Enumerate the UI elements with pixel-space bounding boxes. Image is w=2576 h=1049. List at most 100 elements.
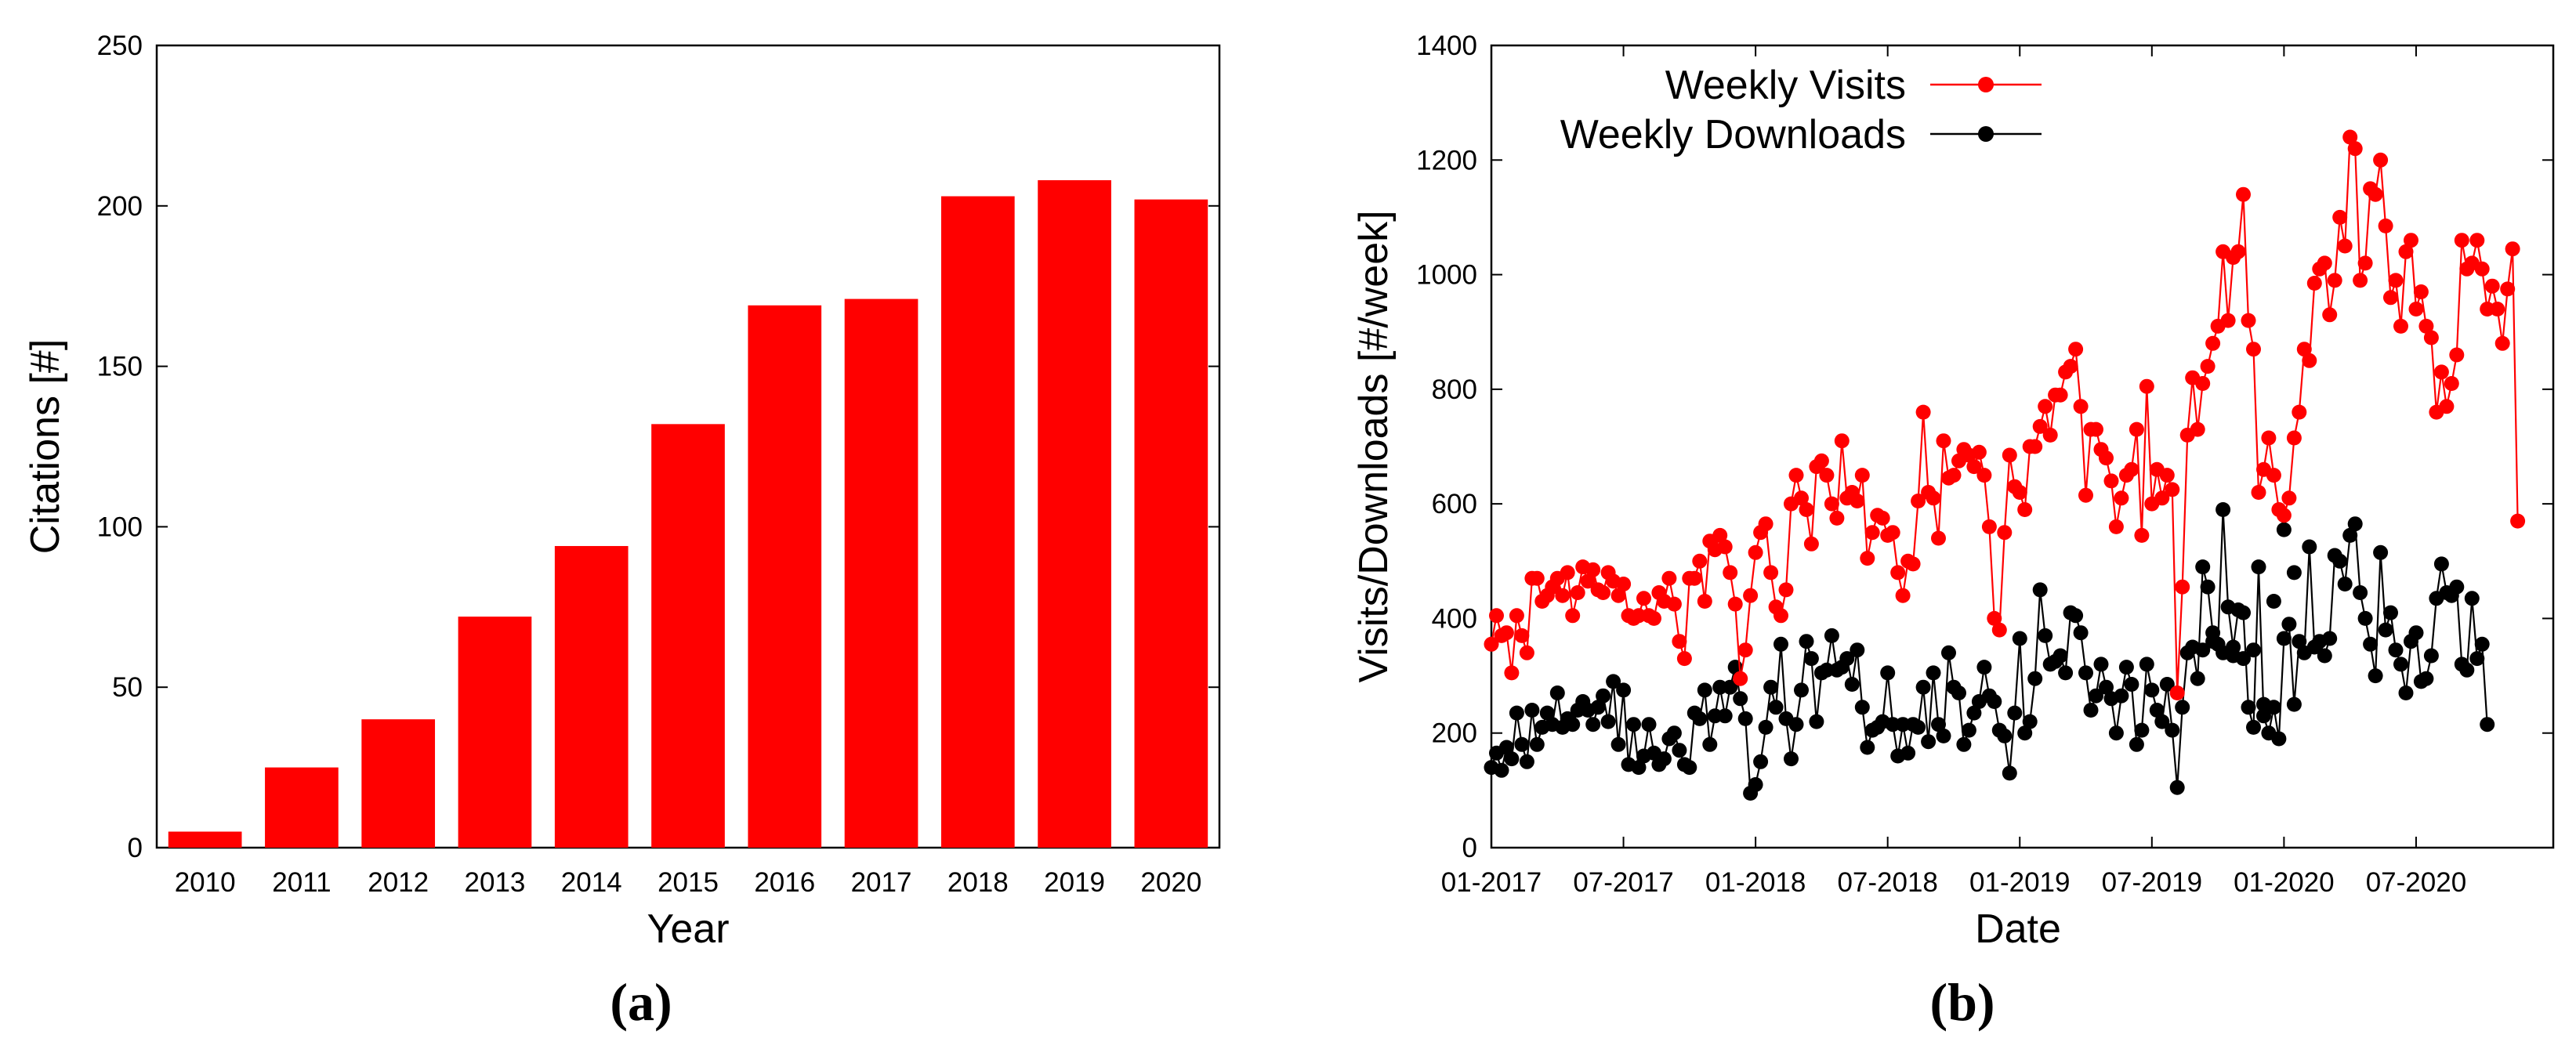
point-weekly-visits [2230, 244, 2246, 259]
point-weekly-visits [1697, 594, 1712, 609]
point-weekly-visits [2089, 421, 2103, 437]
point-weekly-visits [1616, 577, 1632, 591]
point-weekly-downloads [2383, 605, 2398, 620]
point-weekly-visits [2017, 502, 2033, 517]
point-weekly-visits [1931, 530, 1946, 546]
point-weekly-downloads [2118, 660, 2134, 675]
point-weekly-downloads [1504, 751, 1520, 767]
point-weekly-downloads-extra [2236, 651, 2251, 667]
point-weekly-downloads [1539, 705, 1555, 721]
point-weekly-downloads [1854, 700, 1870, 715]
point-weekly-downloads [2347, 516, 2363, 532]
point-weekly-visits [1799, 502, 1814, 517]
point-weekly-visits [1981, 519, 1997, 534]
chart-a-bars [168, 180, 1208, 848]
point-weekly-downloads [1768, 700, 1784, 715]
point-weekly-visits [2200, 359, 2216, 374]
chart-b-ytick-label: 0 [1462, 833, 1477, 863]
point-weekly-downloads [1773, 636, 1788, 652]
point-weekly-downloads [1702, 736, 1718, 752]
point-weekly-downloads [2175, 700, 2190, 715]
point-weekly-visits [2423, 330, 2439, 345]
point-weekly-downloads [2027, 671, 2043, 686]
point-weekly-downloads [1936, 728, 1951, 743]
point-weekly-visits [1570, 585, 1585, 600]
point-weekly-downloads [1997, 728, 2013, 743]
point-weekly-visits [1610, 588, 1626, 603]
point-weekly-visits [2073, 399, 2089, 414]
point-weekly-visits [2454, 233, 2469, 248]
point-weekly-downloads [2459, 662, 2475, 678]
point-weekly-downloads [1697, 682, 1712, 698]
citations-bar-chart: 0 50 100 150 200 250 2010 2011 2012 2013 2014 2015… [23, 31, 1221, 1032]
point-weekly-downloads [1596, 688, 1611, 704]
chart-b-xtick-label: 07-2019 [2102, 867, 2202, 898]
point-weekly-visits [2353, 273, 2368, 288]
point-weekly-visits [2052, 387, 2068, 403]
point-weekly-visits [1936, 433, 1951, 449]
chart-a-y-axis: 0 50 100 150 200 250 [97, 31, 1219, 863]
chart-b-xtick-label: 01-2020 [2234, 867, 2334, 898]
point-weekly-downloads [2276, 631, 2292, 646]
bar-2013 [458, 617, 532, 848]
point-weekly-visits [1819, 468, 1835, 483]
chart-b-xtick-label: 01-2017 [1441, 867, 1542, 898]
chart-b-ytick-label: 200 [1432, 718, 1477, 749]
point-weekly-visits [2286, 430, 2302, 446]
point-weekly-downloads [1966, 705, 1982, 721]
bar-2018 [940, 196, 1015, 848]
point-weekly-visits [2261, 430, 2277, 446]
point-weekly-downloads [2216, 502, 2231, 517]
point-weekly-downloads-extra [2246, 642, 2261, 658]
point-weekly-visits [1484, 636, 1499, 652]
chart-b-y-axis: 0 200 400 600 800 1000 1200 1400 [1416, 31, 2553, 863]
point-weekly-visits [2404, 233, 2418, 248]
chart-a-ylabel: Citations [#] [23, 339, 68, 555]
point-weekly-visits [2190, 421, 2205, 437]
point-weekly-visits [1991, 622, 2007, 638]
point-weekly-visits [1813, 453, 1829, 468]
point-weekly-visits [1987, 610, 2002, 626]
point-weekly-downloads [2032, 582, 2048, 598]
point-weekly-visits [2357, 255, 2373, 271]
point-weekly-visits [1529, 570, 1545, 586]
point-weekly-visits [1885, 525, 1900, 541]
point-weekly-visits [1773, 608, 1788, 624]
point-weekly-downloads-extra [2256, 696, 2271, 712]
point-weekly-visits [2276, 508, 2292, 523]
point-weekly-downloads [1860, 740, 1875, 755]
point-weekly-visits [2444, 376, 2459, 391]
point-weekly-visits [2296, 342, 2312, 357]
point-weekly-downloads [1941, 645, 1956, 660]
point-weekly-visits [1748, 544, 1763, 560]
point-weekly-visits [2114, 490, 2129, 506]
point-weekly-downloads [2246, 719, 2261, 735]
point-weekly-downloads [2159, 677, 2175, 692]
chart-b-ytick-label: 800 [1432, 374, 1477, 405]
point-weekly-downloads [2002, 765, 2017, 781]
bar-2011 [265, 767, 339, 848]
point-weekly-downloads [2357, 610, 2373, 626]
point-weekly-visits [1763, 565, 1779, 581]
chart-a-xtick-label: 2020 [1140, 867, 1201, 898]
point-weekly-visits [1758, 516, 1773, 532]
point-weekly-visits [2317, 255, 2332, 271]
point-weekly-visits [2398, 244, 2414, 259]
point-weekly-downloads [1606, 674, 1621, 689]
series-weekly-visits [1484, 129, 2526, 700]
point-weekly-downloads [1794, 682, 1809, 698]
point-weekly-visits [2306, 276, 2322, 291]
point-weekly-downloads [2342, 527, 2358, 543]
point-weekly-downloads-extra [2266, 594, 2281, 609]
chart-b-xlabel: Date [1975, 906, 2061, 952]
point-weekly-downloads [1844, 677, 1860, 692]
point-weekly-downloads [2388, 642, 2404, 658]
point-weekly-downloads [1610, 736, 1626, 752]
point-weekly-visits [2220, 313, 2236, 328]
point-weekly-downloads [1656, 751, 1672, 767]
point-weekly-visits [2302, 353, 2317, 368]
point-weekly-visits [1723, 565, 1738, 581]
point-weekly-downloads [2378, 622, 2393, 638]
point-weekly-visits [2449, 347, 2465, 363]
